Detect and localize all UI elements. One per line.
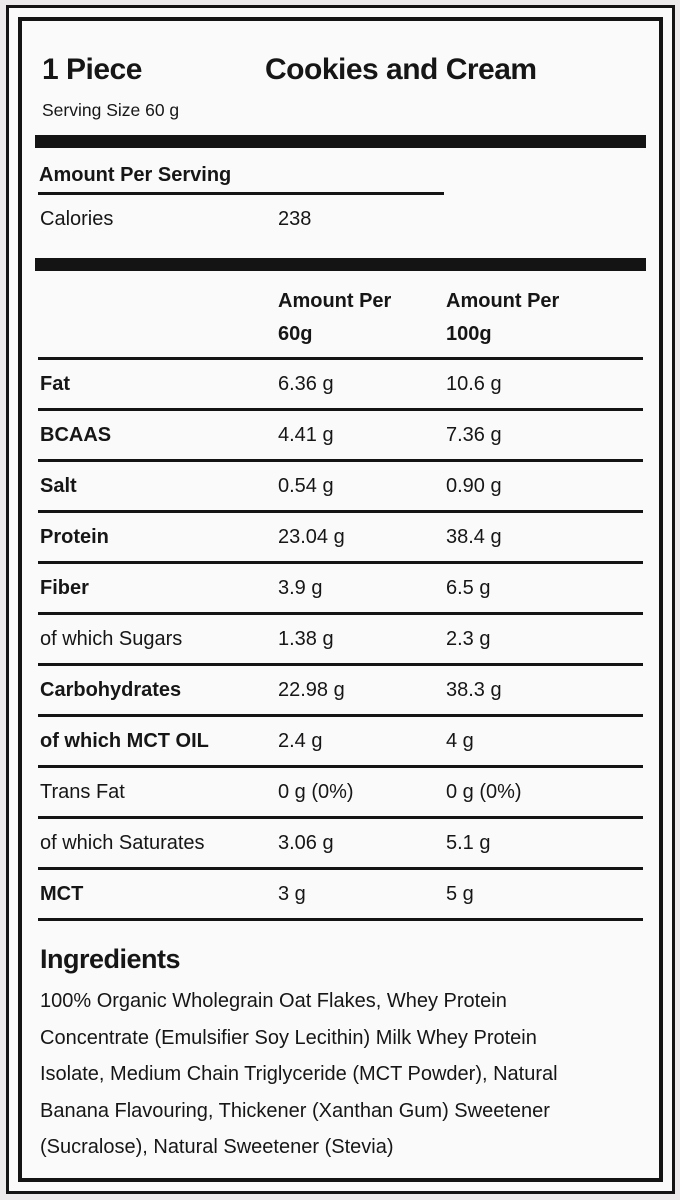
nutrient-per100-value: 6.5 g <box>446 577 491 599</box>
calories-value: 238 <box>278 208 312 230</box>
ingredients-line: (Sucralose), Natural Sweetener (Stevia) <box>40 1136 394 1158</box>
nutrient-per100-value: 10.6 g <box>446 373 502 395</box>
table-row-fiber: Fiber 3.9 g 6.5 g <box>38 564 643 615</box>
table-row-of-which-saturates: of which Saturates 3.06 g 5.1 g <box>38 819 643 870</box>
nutrient-label: BCAAS <box>40 424 112 446</box>
nutrient-per60-value: 0 g (0%) <box>278 781 354 803</box>
table-row-carbohydrates: Carbohydrates 22.98 g 38.3 g <box>38 666 643 717</box>
nutrient-per60-value: 0.54 g <box>278 475 334 497</box>
column-header-per-100g: Amount Per 100g <box>446 285 641 351</box>
serving-size: Serving Size 60 g <box>42 100 180 120</box>
nutrient-per100-value: 0.90 g <box>446 475 502 497</box>
nutrient-per60-value: 3.06 g <box>278 832 334 854</box>
nutrient-per100-value: 38.4 g <box>446 526 502 548</box>
nutrient-label: Fiber <box>40 577 89 599</box>
nutrient-label: Carbohydrates <box>40 679 182 701</box>
nutrition-label: 1 Piece Cookies and Cream Serving Size 6… <box>22 53 659 1166</box>
table-row-protein: Protein 23.04 g 38.4 g <box>38 513 643 564</box>
table-row-mct: MCT 3 g 5 g <box>38 870 643 921</box>
amount-per-serving-heading: Amount Per Serving <box>39 164 232 186</box>
nutrient-per100-value: 2.3 g <box>446 628 491 650</box>
nutrient-per100-value: 5 g <box>446 883 474 905</box>
nutrient-per100-value: 7.36 g <box>446 424 502 446</box>
table-header-row: Amount Per 60g Amount Per 100g <box>38 271 643 360</box>
ingredients-line: 100% Organic Wholegrain Oat Flakes, Whey… <box>40 990 507 1012</box>
nutrient-per60-value: 4.41 g <box>278 424 334 446</box>
nutrient-per100-value: 4 g <box>446 730 474 752</box>
calories-row: Calories 238 <box>38 195 643 243</box>
nutrient-per60-value: 2.4 g <box>278 730 323 752</box>
table-row-trans-fat: Trans Fat 0 g (0%) 0 g (0%) <box>38 768 643 819</box>
nutrient-label: of which MCT OIL <box>40 730 209 752</box>
label-outer-border: 1 Piece Cookies and Cream Serving Size 6… <box>6 5 675 1194</box>
column-header-per-100g-line1: Amount Per <box>446 290 560 312</box>
column-header-per-60g-line1: Amount Per <box>278 290 392 312</box>
flavor-name: Cookies and Cream <box>265 53 537 86</box>
table-row-bcaas: BCAAS 4.41 g 7.36 g <box>38 411 643 462</box>
nutrient-per60-value: 6.36 g <box>278 373 334 395</box>
divider-bar-top <box>35 135 646 148</box>
table-header-spacer <box>40 285 278 351</box>
table-row-salt: Salt 0.54 g 0.90 g <box>38 462 643 513</box>
nutrient-per60-value: 23.04 g <box>278 526 345 548</box>
nutrient-per100-value: 38.3 g <box>446 679 502 701</box>
column-header-per-60g: Amount Per 60g <box>278 285 446 351</box>
nutrient-label: of which Saturates <box>40 832 205 854</box>
calories-label: Calories <box>40 208 114 230</box>
divider-bar-middle <box>35 258 646 271</box>
nutrient-label: Salt <box>40 475 77 497</box>
ingredients-line: Banana Flavouring, Thickener (Xanthan Gu… <box>40 1099 550 1122</box>
nutrient-per60-value: 1.38 g <box>278 628 334 650</box>
ingredients-heading: Ingredients <box>40 944 181 974</box>
column-header-per-100g-line2: 100g <box>446 323 492 345</box>
column-header-per-60g-line2: 60g <box>278 323 313 345</box>
nutrient-label: MCT <box>40 883 84 905</box>
table-row-fat: Fat 6.36 g 10.6 g <box>38 360 643 411</box>
nutrient-label: Fat <box>40 373 70 395</box>
nutrient-per60-value: 3 g <box>278 883 306 905</box>
ingredients-line: Isolate, Medium Chain Triglyceride (MCT … <box>40 1063 558 1085</box>
label-inner-border: 1 Piece Cookies and Cream Serving Size 6… <box>18 17 663 1182</box>
nutrient-per60-value: 22.98 g <box>278 679 345 701</box>
nutrient-per60-value: 3.9 g <box>278 577 323 599</box>
ingredients-text: 100% Organic Wholegrain Oat Flakes, Whey… <box>38 983 643 1166</box>
nutrient-per100-value: 5.1 g <box>446 832 491 854</box>
table-row-of-which-mct-oil: of which MCT OIL 2.4 g 4 g <box>38 717 643 768</box>
ingredients-line: Concentrate (Emulsifier Soy Lecithin) Mi… <box>40 1026 537 1049</box>
table-row-of-which-sugars: of which Sugars 1.38 g 2.3 g <box>38 615 643 666</box>
nutrient-label: Protein <box>40 526 109 548</box>
nutrient-label: of which Sugars <box>40 628 183 650</box>
nutrient-label: Trans Fat <box>40 781 125 803</box>
label-header: 1 Piece Cookies and Cream <box>38 53 643 87</box>
serving-count: 1 Piece <box>42 53 142 86</box>
amount-per-serving-rule <box>38 192 444 195</box>
nutrient-per100-value: 0 g (0%) <box>446 781 522 803</box>
